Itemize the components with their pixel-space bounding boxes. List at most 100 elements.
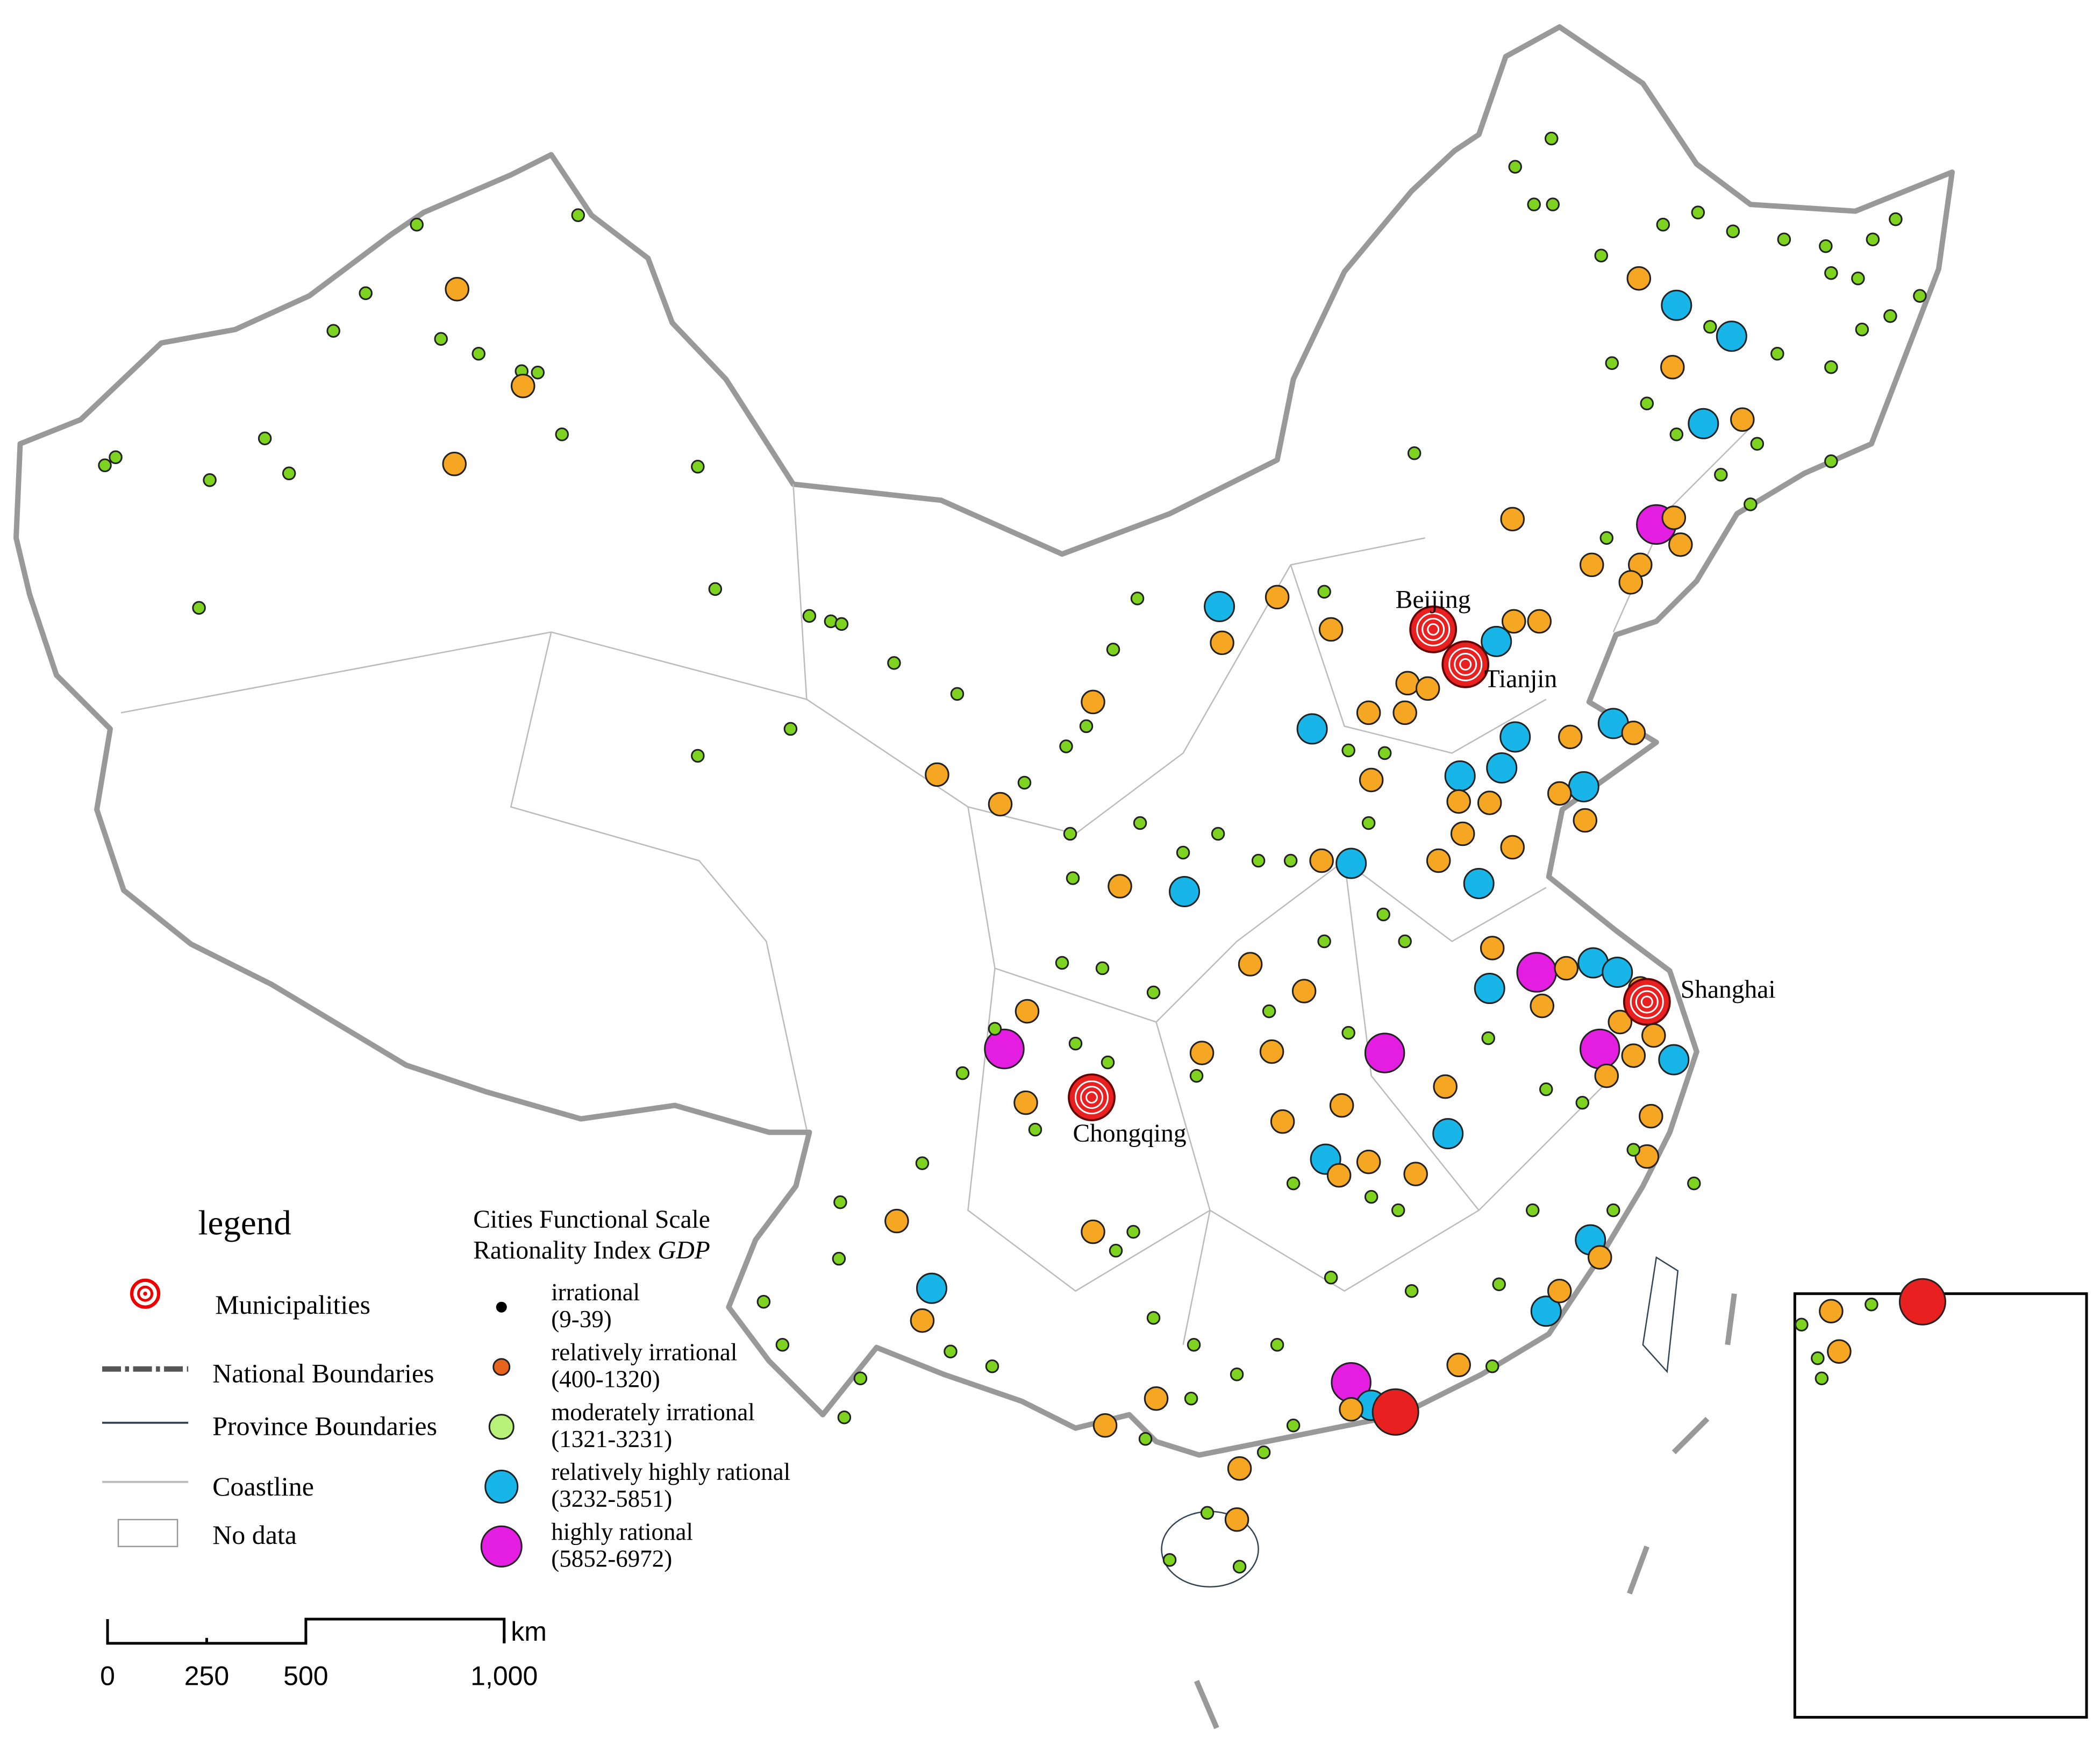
city-symbol xyxy=(1481,1031,1495,1045)
municipality-ring xyxy=(1085,1091,1098,1104)
city-symbol xyxy=(783,722,798,736)
city-symbol xyxy=(910,1308,935,1333)
city-symbol xyxy=(1377,746,1392,760)
city-symbol xyxy=(1162,1553,1177,1567)
city-symbol xyxy=(1824,266,1838,280)
city-label: Tianjin xyxy=(1484,665,1558,693)
city-symbol xyxy=(1527,609,1552,634)
municipality-ring xyxy=(1448,647,1483,681)
city-symbol xyxy=(756,1294,771,1309)
city-symbol xyxy=(1356,700,1381,725)
city-symbol xyxy=(1499,721,1531,753)
city-symbol xyxy=(1356,1149,1381,1174)
city-symbol xyxy=(1017,775,1032,790)
city-symbol xyxy=(1211,827,1225,841)
city-symbol xyxy=(1819,1299,1844,1323)
taiwan xyxy=(1642,1256,1679,1373)
city-symbol xyxy=(1621,721,1646,745)
city-symbol xyxy=(1055,956,1069,970)
city-symbol xyxy=(1232,1559,1247,1574)
city-symbol xyxy=(192,601,206,615)
city-symbol xyxy=(1066,871,1080,885)
city-symbol xyxy=(1376,907,1390,922)
city-symbol xyxy=(1415,676,1440,701)
legend-class-symbol xyxy=(480,1525,523,1568)
city-symbol xyxy=(1608,1009,1633,1035)
city-label: Shanghai xyxy=(1681,976,1776,1004)
city-symbol xyxy=(1824,360,1838,374)
city-symbol xyxy=(950,687,965,701)
city-symbol xyxy=(1063,827,1077,841)
legend-municipality-symbol xyxy=(130,1278,161,1309)
city-symbol xyxy=(1101,1055,1115,1070)
city-symbol xyxy=(1068,1036,1083,1051)
city-symbol xyxy=(1516,952,1557,993)
city-symbol xyxy=(1474,973,1505,1005)
municipality-ring xyxy=(1422,617,1445,641)
city-symbol xyxy=(1508,160,1522,174)
city-symbol xyxy=(1013,1090,1038,1115)
city-symbol xyxy=(1714,468,1728,482)
city-symbol xyxy=(1770,346,1784,361)
city-symbol xyxy=(1605,356,1619,371)
city-symbol xyxy=(1492,1277,1506,1291)
city-symbol xyxy=(853,1371,868,1385)
index-title: Cities Functional Scale xyxy=(473,1206,710,1234)
legend-class-name: moderately irrational xyxy=(551,1399,755,1426)
city-symbol xyxy=(1426,848,1451,873)
city-symbol xyxy=(1594,248,1609,262)
city-symbol xyxy=(1530,1295,1562,1327)
legend-item: No data xyxy=(212,1520,297,1550)
city-symbol xyxy=(472,346,485,361)
city-symbol xyxy=(1224,1507,1249,1532)
legend-item: National Boundaries xyxy=(212,1358,434,1388)
city-symbol xyxy=(1481,625,1512,657)
city-label: Chongqing xyxy=(1073,1120,1187,1148)
city-symbol xyxy=(1227,1456,1252,1481)
legend-class-range: (3232-5851) xyxy=(551,1485,672,1512)
city-symbol xyxy=(1819,239,1833,253)
city-symbol xyxy=(442,452,467,476)
legend-class-range: (9-39) xyxy=(551,1306,611,1333)
municipality-ring xyxy=(1080,1086,1104,1109)
city-symbol xyxy=(1530,993,1554,1019)
city-symbol xyxy=(1703,319,1717,334)
inset-frame xyxy=(1793,1292,2088,1719)
city-symbol xyxy=(1446,1352,1471,1377)
city-symbol xyxy=(1750,437,1765,451)
city-symbol xyxy=(1317,585,1331,599)
city-symbol xyxy=(1286,1419,1301,1433)
city-symbol xyxy=(691,749,705,763)
city-symbol xyxy=(1364,1190,1378,1204)
city-symbol xyxy=(988,792,1013,817)
city-symbol xyxy=(1317,934,1331,949)
city-symbol xyxy=(1485,1359,1499,1373)
scale-bar xyxy=(106,1618,506,1645)
city-symbol xyxy=(1309,848,1334,873)
city-symbol xyxy=(1341,1026,1355,1040)
scale-tick-label: 500 xyxy=(283,1661,328,1691)
city-symbol xyxy=(1403,1162,1428,1186)
city-symbol xyxy=(708,582,723,596)
city-symbol xyxy=(1095,961,1110,975)
city-symbol xyxy=(1640,396,1654,411)
city-symbol xyxy=(1329,1093,1354,1118)
city-symbol xyxy=(326,324,340,338)
scale-unit: km xyxy=(511,1616,547,1647)
legend-class-range: (5852-6972) xyxy=(551,1545,672,1572)
legend-item: Province Boundaries xyxy=(212,1411,437,1441)
city-symbol xyxy=(1547,1278,1572,1304)
city-symbol xyxy=(1634,1144,1660,1169)
city-symbol xyxy=(282,466,296,481)
city-symbol xyxy=(1626,1143,1641,1157)
scale-tick-label: 250 xyxy=(184,1661,229,1691)
legend-class-range: (400-1320) xyxy=(551,1365,660,1392)
municipality-ring xyxy=(1416,612,1451,646)
city-symbol xyxy=(1668,532,1693,557)
city-symbol xyxy=(1126,1224,1140,1239)
city-symbol xyxy=(1446,789,1471,814)
city-symbol xyxy=(1618,570,1644,595)
city-symbol xyxy=(944,1344,958,1358)
legend-class-name: highly rational xyxy=(551,1518,693,1545)
city-symbol xyxy=(802,609,817,623)
